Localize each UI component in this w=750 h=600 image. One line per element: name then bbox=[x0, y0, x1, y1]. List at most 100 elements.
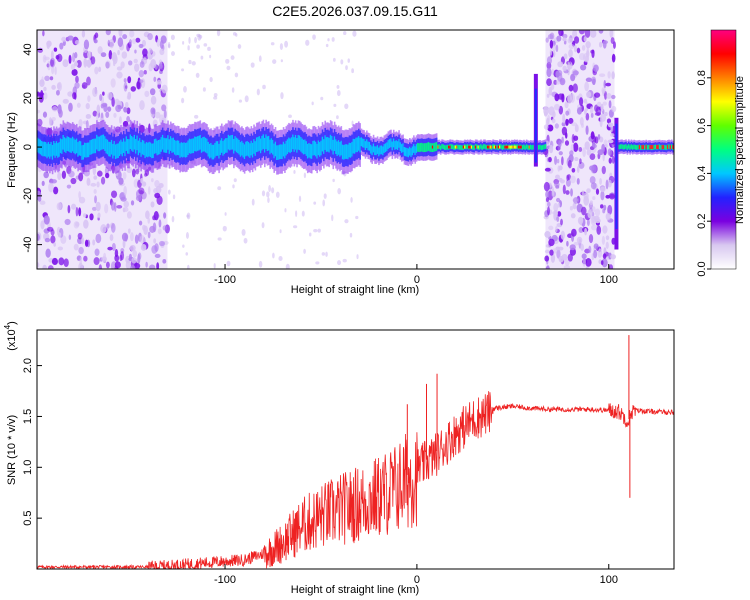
sparse-speckle bbox=[336, 115, 339, 120]
noise-speckle bbox=[163, 109, 167, 119]
signal-band-segment bbox=[308, 142, 310, 158]
sparse-speckle bbox=[295, 210, 298, 217]
noise-speckle bbox=[68, 170, 75, 178]
sparse-speckle bbox=[271, 187, 275, 194]
signal-band-segment bbox=[378, 147, 380, 157]
signal-hot-segment bbox=[470, 145, 473, 149]
snr-multiplier-exponent: 4 bbox=[3, 324, 12, 329]
signal-band-segment bbox=[188, 138, 191, 154]
snr-marks bbox=[37, 335, 674, 569]
noise-speckle bbox=[566, 240, 569, 247]
noise-speckle bbox=[140, 244, 147, 251]
signal-hot-segment bbox=[468, 145, 470, 149]
signal-band-segment bbox=[241, 140, 243, 156]
signal-band-segment bbox=[313, 140, 316, 156]
noise-speckle bbox=[548, 238, 555, 247]
noise-speckle bbox=[161, 104, 167, 112]
signal-band-segment bbox=[149, 142, 152, 158]
noise-speckle bbox=[112, 54, 118, 65]
signal-band-segment bbox=[112, 143, 114, 159]
signal-band-segment bbox=[110, 139, 113, 155]
signal-band-segment bbox=[77, 142, 79, 157]
sparse-speckle bbox=[344, 219, 349, 224]
signal-hot-segment bbox=[454, 145, 457, 149]
signal-band-segment bbox=[529, 144, 532, 150]
noise-speckle bbox=[158, 182, 164, 189]
signal-band-segment bbox=[457, 144, 459, 150]
signal-band-segment bbox=[450, 144, 453, 150]
signal-band-segment bbox=[243, 144, 246, 160]
noise-speckle bbox=[153, 210, 159, 221]
noise-speckle bbox=[576, 107, 583, 115]
noise-speckle bbox=[555, 80, 561, 85]
noise-speckle bbox=[608, 157, 612, 164]
signal-band-segment bbox=[321, 136, 324, 152]
sparse-speckle bbox=[301, 210, 305, 217]
signal-band-segment bbox=[285, 140, 288, 156]
noise-speckle bbox=[148, 186, 151, 195]
noise-speckle bbox=[547, 201, 551, 207]
spectrogram-x-tick-label: -100 bbox=[214, 274, 236, 286]
signal-band-segment bbox=[476, 144, 478, 149]
sparse-speckle bbox=[194, 114, 199, 119]
signal-band-segment bbox=[102, 134, 105, 150]
noise-speckle bbox=[607, 204, 613, 215]
signal-band-segment bbox=[427, 142, 430, 151]
signal-band-segment bbox=[360, 137, 363, 147]
sparse-speckle bbox=[272, 252, 275, 259]
noise-speckle bbox=[145, 261, 148, 268]
sparse-speckle bbox=[226, 260, 231, 267]
signal-band-segment bbox=[277, 145, 280, 160]
signal-band-segment bbox=[194, 136, 196, 152]
noise-speckle bbox=[557, 144, 562, 151]
signal-band-segment bbox=[43, 141, 46, 157]
signal-hot-segment bbox=[447, 145, 450, 149]
noise-speckle bbox=[154, 192, 161, 199]
colorbar-bar bbox=[710, 29, 737, 270]
noise-speckle bbox=[567, 253, 573, 262]
signal-hot-segment bbox=[508, 145, 511, 149]
noise-speckle bbox=[150, 107, 156, 115]
signal-band-segment bbox=[296, 138, 298, 153]
signal-band-segment bbox=[207, 141, 210, 157]
noise-speckle bbox=[545, 197, 550, 203]
noise-speckle bbox=[543, 181, 550, 192]
signal-band-segment bbox=[660, 145, 662, 150]
sparse-speckle bbox=[267, 197, 270, 203]
signal-band-segment bbox=[293, 137, 296, 152]
signal-band-segment bbox=[219, 140, 222, 156]
noise-speckle bbox=[565, 178, 571, 187]
noise-speckle bbox=[97, 170, 103, 177]
noise-speckle bbox=[605, 212, 611, 221]
signal-band-segment bbox=[443, 145, 446, 150]
noise-speckle bbox=[609, 30, 614, 39]
sparse-speckle bbox=[230, 55, 235, 60]
noise-speckle bbox=[586, 188, 591, 194]
noise-speckle bbox=[565, 110, 570, 116]
signal-band-segment bbox=[104, 136, 106, 151]
signal-band-segment bbox=[670, 144, 673, 149]
signal-band-segment bbox=[525, 144, 528, 149]
sparse-speckle bbox=[256, 88, 260, 96]
signal-band-segment bbox=[204, 137, 207, 153]
sparse-speckle bbox=[244, 95, 249, 103]
sparse-speckle bbox=[195, 72, 200, 78]
signal-band-segment bbox=[343, 145, 345, 160]
noise-speckle bbox=[142, 48, 148, 57]
sparse-speckle bbox=[350, 197, 353, 203]
noise-speckle bbox=[578, 53, 586, 61]
sparse-speckle bbox=[225, 58, 230, 64]
signal-band-segment bbox=[340, 140, 343, 156]
signal-band-segment bbox=[269, 139, 271, 155]
noise-speckle bbox=[562, 33, 568, 39]
signal-band-segment bbox=[121, 141, 124, 157]
signal-band-segment bbox=[621, 144, 623, 149]
noise-speckle bbox=[578, 30, 585, 35]
noise-speckle bbox=[63, 258, 69, 268]
signal-band-segment bbox=[196, 136, 199, 151]
noise-speckle bbox=[574, 36, 580, 44]
noise-speckle bbox=[57, 246, 64, 251]
noise-speckle bbox=[55, 54, 60, 60]
noise-speckle bbox=[117, 37, 124, 48]
noise-speckle bbox=[154, 111, 161, 119]
